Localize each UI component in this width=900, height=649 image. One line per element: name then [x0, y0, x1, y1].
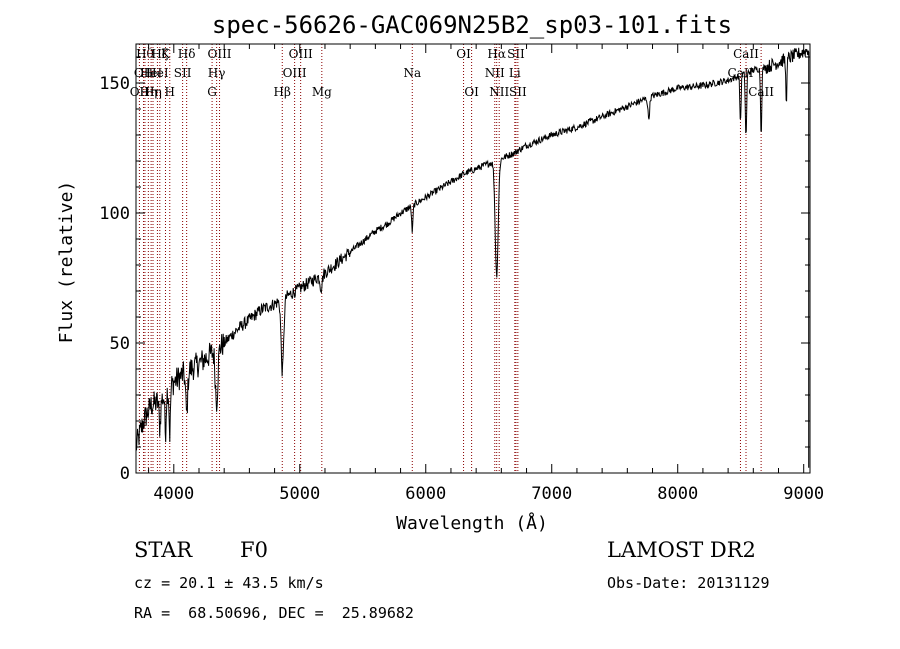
object-class: STAR — [134, 538, 193, 562]
line-label: OII — [134, 66, 154, 80]
y-tick-label: 50 — [110, 334, 130, 354]
y-tick-label: 150 — [99, 74, 130, 94]
x-tick-label: 8000 — [657, 484, 698, 504]
line-label: Mg — [312, 85, 332, 99]
survey-name: LAMOST DR2 — [607, 538, 756, 562]
sky-coordinates: RA = 68.50696, DEC = 25.89682 — [134, 604, 414, 622]
line-label: G — [207, 85, 217, 99]
x-tick-label: 4000 — [153, 484, 194, 504]
line-label: Hγ — [208, 66, 226, 80]
line-label: SII — [507, 47, 525, 61]
line-label: OI — [456, 47, 471, 61]
chart-title: spec-56626-GAC069N25B2_sp03-101.fits — [212, 11, 732, 39]
line-label: OIII — [207, 47, 231, 61]
y-tick-label: 0 — [120, 464, 130, 484]
line-label: Hη — [144, 85, 162, 99]
line-label: CaII — [748, 85, 774, 99]
line-label: HeI — [140, 66, 163, 80]
line-label: K — [161, 47, 171, 61]
x-tick-label: 6000 — [405, 484, 446, 504]
line-label: SII — [509, 85, 527, 99]
line-label: Hζ — [151, 47, 168, 61]
y-tick-label: 100 — [99, 204, 130, 224]
line-label: NII — [485, 66, 505, 80]
x-tick-label: 5000 — [279, 484, 320, 504]
line-label: Na — [403, 66, 421, 80]
object-subclass: F0 — [240, 538, 268, 562]
line-label: OII — [130, 85, 150, 99]
x-axis-label: Wavelength (Å) — [396, 512, 548, 534]
line-label: Hδ — [178, 47, 196, 61]
line-label: HeI — [146, 66, 169, 80]
line-label: SII — [174, 66, 192, 80]
redshift-velocity: cz = 20.1 ± 43.5 km/s — [134, 574, 324, 592]
line-label: Li — [509, 66, 521, 80]
line-label: OI — [464, 85, 479, 99]
line-label: OIII — [289, 47, 313, 61]
x-tick-label: 9000 — [783, 484, 824, 504]
line-label: H — [165, 85, 175, 99]
line-label: NII — [489, 85, 509, 99]
observation-date: Obs-Date: 20131129 — [607, 574, 770, 592]
plot-frame — [135, 43, 811, 474]
line-label: Hα — [487, 47, 506, 61]
spectrum-line — [135, 47, 810, 468]
x-tick-label: 7000 — [531, 484, 572, 504]
y-axis-label: Flux (relative) — [56, 181, 77, 344]
line-label: Hβ — [274, 85, 291, 99]
line-label: OIII — [283, 66, 307, 80]
line-label: CaII — [733, 47, 759, 61]
axis-ticks: 4000 5000 6000 7000 8000 9000 0 50 100 150 — [99, 44, 824, 504]
emission-line-markers: OIIOIIHθHηHeIHηHeIHζKHSIIHδGHγOIIIHβOIII… — [130, 44, 774, 473]
